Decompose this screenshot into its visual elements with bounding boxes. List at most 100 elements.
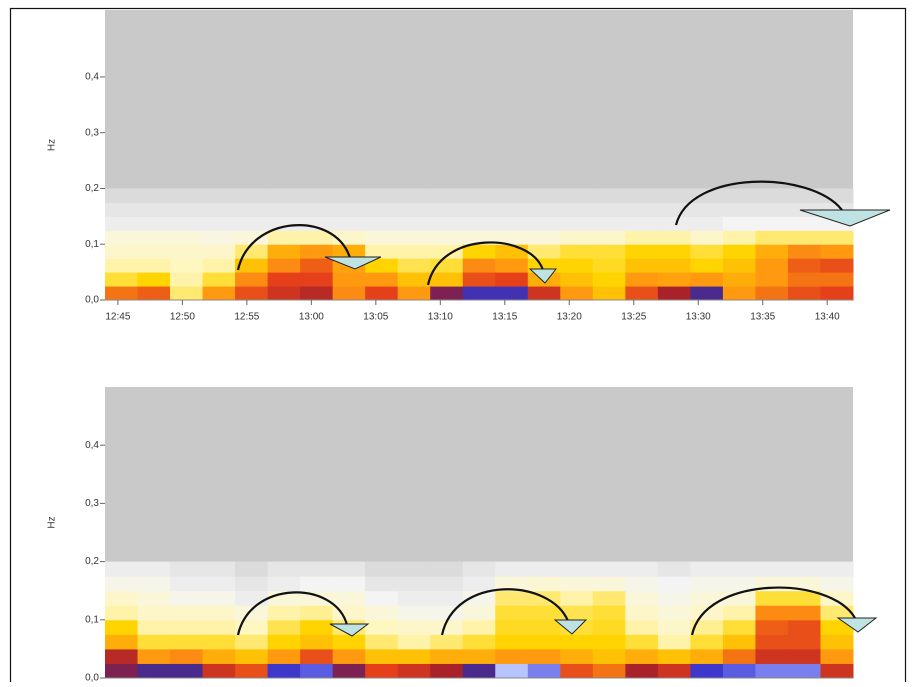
cell bbox=[235, 286, 268, 300]
cell bbox=[430, 258, 463, 272]
cell bbox=[560, 562, 593, 577]
cell bbox=[170, 244, 203, 258]
cell bbox=[560, 649, 593, 664]
cell bbox=[560, 244, 593, 258]
cell bbox=[463, 286, 496, 300]
cell bbox=[593, 605, 626, 620]
x-tick-label: 13:30 bbox=[686, 312, 711, 323]
cell bbox=[690, 258, 723, 272]
cell bbox=[203, 576, 236, 591]
cell bbox=[658, 562, 691, 577]
y-tick-label: 0,1 bbox=[85, 614, 99, 625]
cell bbox=[625, 576, 658, 591]
cell bbox=[105, 272, 138, 286]
cell bbox=[528, 576, 561, 591]
cell bbox=[203, 605, 236, 620]
cell bbox=[300, 649, 333, 664]
cell bbox=[463, 272, 496, 286]
cell bbox=[463, 258, 496, 272]
cell bbox=[138, 620, 171, 635]
cell bbox=[788, 605, 821, 620]
y-tick-label: 0,2 bbox=[85, 183, 99, 194]
cell bbox=[268, 562, 301, 577]
cell bbox=[788, 649, 821, 664]
cell bbox=[820, 286, 853, 300]
cell bbox=[300, 258, 333, 272]
y-axis-label: Hz bbox=[47, 516, 58, 528]
cell bbox=[690, 230, 723, 244]
cell bbox=[333, 216, 366, 230]
cell bbox=[138, 634, 171, 649]
cell bbox=[723, 634, 756, 649]
cell bbox=[593, 634, 626, 649]
cell bbox=[105, 605, 138, 620]
cell bbox=[820, 663, 853, 678]
cell bbox=[755, 663, 788, 678]
cell bbox=[723, 649, 756, 664]
cell bbox=[203, 202, 236, 216]
cell bbox=[105, 258, 138, 272]
cell bbox=[658, 272, 691, 286]
cell bbox=[138, 576, 171, 591]
cell bbox=[138, 244, 171, 258]
cell bbox=[398, 620, 431, 635]
cell bbox=[788, 258, 821, 272]
cell bbox=[430, 230, 463, 244]
cell bbox=[430, 216, 463, 230]
cell bbox=[820, 649, 853, 664]
cell bbox=[170, 286, 203, 300]
cell bbox=[268, 663, 301, 678]
cell bbox=[138, 649, 171, 664]
cell bbox=[560, 216, 593, 230]
cell bbox=[723, 188, 756, 202]
cell bbox=[463, 562, 496, 577]
cell bbox=[365, 634, 398, 649]
cell bbox=[398, 576, 431, 591]
cell bbox=[820, 244, 853, 258]
cell bbox=[658, 605, 691, 620]
cell bbox=[560, 634, 593, 649]
cell bbox=[723, 216, 756, 230]
cell bbox=[593, 188, 626, 202]
cell bbox=[495, 286, 528, 300]
cell bbox=[170, 272, 203, 286]
cell bbox=[755, 230, 788, 244]
cell bbox=[495, 202, 528, 216]
cell bbox=[690, 272, 723, 286]
cell bbox=[463, 634, 496, 649]
cell bbox=[365, 230, 398, 244]
cell bbox=[528, 230, 561, 244]
cell bbox=[235, 202, 268, 216]
cell bbox=[235, 663, 268, 678]
cell bbox=[755, 272, 788, 286]
cell bbox=[788, 230, 821, 244]
x-tick-label: 13:40 bbox=[815, 312, 840, 323]
x-tick-label: 13:35 bbox=[750, 312, 775, 323]
cell bbox=[203, 258, 236, 272]
y-tick-label: 0,0 bbox=[85, 673, 99, 682]
cell bbox=[593, 244, 626, 258]
cell bbox=[820, 634, 853, 649]
cell bbox=[170, 216, 203, 230]
cell bbox=[495, 605, 528, 620]
cell bbox=[170, 605, 203, 620]
cell bbox=[268, 258, 301, 272]
cell bbox=[105, 216, 138, 230]
cell bbox=[105, 202, 138, 216]
cell bbox=[333, 286, 366, 300]
cell bbox=[658, 216, 691, 230]
cell bbox=[300, 634, 333, 649]
cell bbox=[333, 272, 366, 286]
cell bbox=[625, 649, 658, 664]
cell bbox=[105, 663, 138, 678]
cell bbox=[203, 649, 236, 664]
cell bbox=[690, 562, 723, 577]
cell bbox=[723, 562, 756, 577]
cell bbox=[333, 188, 366, 202]
y-tick-label: 0,3 bbox=[85, 127, 99, 138]
cell bbox=[268, 286, 301, 300]
cell bbox=[430, 576, 463, 591]
cell bbox=[755, 562, 788, 577]
cell bbox=[593, 272, 626, 286]
cell bbox=[820, 576, 853, 591]
